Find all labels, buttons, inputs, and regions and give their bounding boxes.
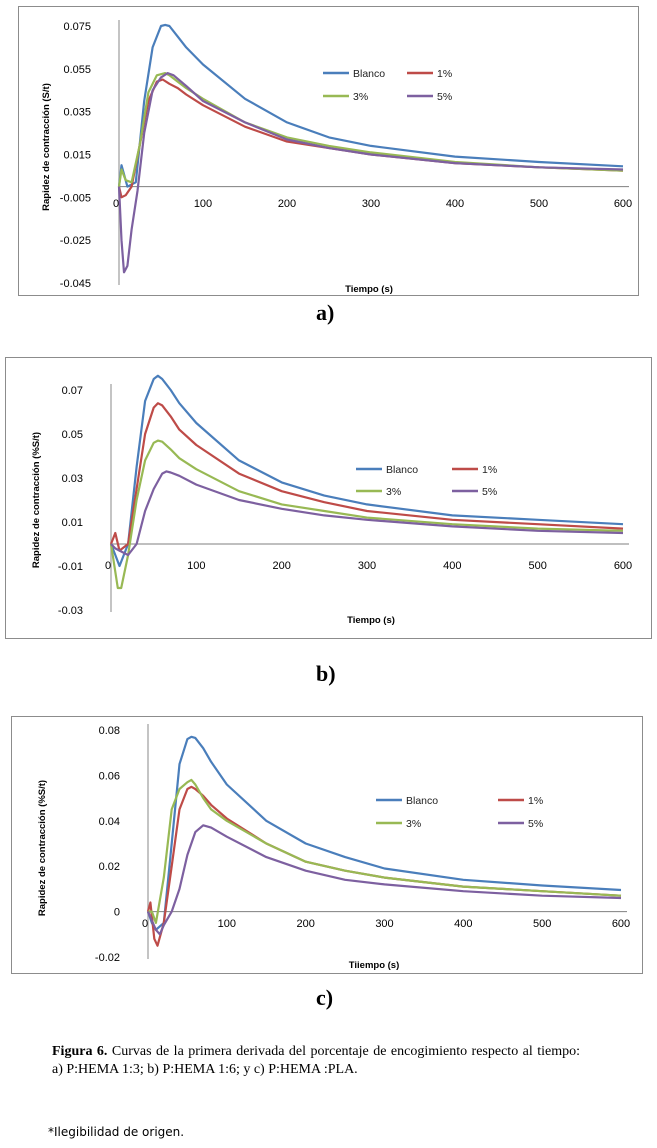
x-tick-label: 600	[612, 918, 630, 930]
legend-label: 1%	[528, 795, 543, 807]
series-line-3pct	[148, 778, 622, 924]
legend-label: Blanco	[386, 464, 418, 476]
chart-c: -0.02 0 0.02 0.04 0.06 0.08 0 100 200 300 400 500 60…	[37, 724, 630, 971]
chart-panel-c: -0.02 0 0.02 0.04 0.06 0.08 0 100 200 300 400 500 60…	[11, 716, 643, 974]
legend-label: 5%	[482, 486, 497, 498]
series-line-1pct	[109, 402, 624, 552]
caption-label: Figura 6.	[52, 1044, 108, 1059]
y-axis-title: Rapidez de contracción (%S/t)	[31, 432, 42, 568]
series-line-blanco	[117, 23, 624, 188]
x-tick-label: 100	[187, 560, 205, 572]
legend-label: 3%	[353, 91, 368, 103]
illegibility-note: *Ilegibilidad de origen.	[48, 1125, 185, 1139]
panel-label-a: a)	[316, 300, 335, 325]
legend-label: 5%	[528, 818, 543, 830]
y-tick-label: 0.075	[63, 21, 91, 33]
y-tick-label: 0.07	[62, 385, 83, 397]
legend-label: 1%	[437, 68, 452, 80]
y-tick-label: -0.045	[60, 278, 91, 290]
x-axis-title: Tiempo (s)	[347, 615, 395, 626]
y-tick-label: -0.01	[58, 561, 83, 573]
x-tick-label: 400	[446, 198, 464, 210]
y-tick-label: 0.06	[99, 770, 120, 782]
x-axis-title: Tiempo (s)	[345, 284, 393, 295]
series-line-3pct	[109, 439, 624, 590]
y-tick-label: 0.015	[63, 150, 91, 162]
series-line-5pct	[110, 470, 624, 557]
chart-b: -0.03 -0.01 0.01 0.03 0.05 0.07 0 100 200 300 400 5…	[31, 374, 632, 626]
y-axis-title: Rapidez de contracción (%S/t)	[37, 780, 48, 916]
series-line-blanco	[109, 374, 624, 568]
y-tick-label: 0	[114, 907, 120, 919]
y-tick-label: -0.005	[60, 192, 91, 204]
series-line-1pct	[117, 78, 624, 199]
x-tick-label: 0	[142, 918, 148, 930]
y-tick-label: -0.025	[60, 235, 91, 247]
legend-label: Blanco	[353, 68, 385, 80]
x-axis-title: Tiiempo (s)	[349, 960, 400, 971]
series-line-5pct	[117, 71, 624, 274]
chart-a: -0.045 -0.025 -0.005 0.015 0.035 0.055 0.075 0 1…	[41, 20, 632, 295]
panel-label-c: c)	[316, 985, 334, 1010]
legend-label: 3%	[386, 486, 401, 498]
x-tick-label: 300	[362, 198, 380, 210]
legend-label: 3%	[406, 818, 421, 830]
legend-label: Blanco	[406, 795, 438, 807]
legend-label: 5%	[437, 91, 452, 103]
y-tick-label: 0.035	[63, 107, 91, 119]
x-tick-label: 400	[443, 560, 461, 572]
y-tick-label: -0.02	[95, 952, 120, 964]
figure-caption: Figura 6. Curvas de la primera derivada …	[52, 1043, 580, 1078]
x-tick-label: 500	[528, 560, 546, 572]
y-tick-label: 0.01	[62, 517, 83, 529]
y-tick-label: 0.08	[99, 725, 120, 737]
x-tick-label: 0	[105, 560, 111, 572]
caption-text: Curvas de la primera derivada del porcen…	[52, 1044, 580, 1077]
x-tick-label: 100	[194, 198, 212, 210]
x-tick-label: 400	[454, 918, 472, 930]
y-tick-label: -0.03	[58, 605, 83, 617]
y-axis-title: Rapidez de contracción (S/t)	[41, 83, 52, 211]
x-tick-label: 500	[533, 918, 551, 930]
y-tick-label: 0.055	[63, 64, 91, 76]
x-tick-label: 100	[218, 918, 236, 930]
x-tick-label: 300	[358, 560, 376, 572]
y-tick-label: 0.02	[99, 861, 120, 873]
y-tick-label: 0.05	[62, 429, 83, 441]
series-line-3pct	[117, 71, 624, 187]
x-tick-label: 200	[296, 918, 314, 930]
y-tick-label: 0.04	[99, 816, 120, 828]
legend-label: 1%	[482, 464, 497, 476]
x-tick-label: 200	[272, 560, 290, 572]
x-tick-label: 600	[614, 198, 632, 210]
panel-label-b: b)	[316, 661, 336, 686]
x-tick-label: 300	[375, 918, 393, 930]
x-tick-label: 0	[113, 198, 119, 210]
x-tick-label: 600	[614, 560, 632, 572]
x-tick-label: 200	[278, 198, 296, 210]
x-tick-label: 500	[530, 198, 548, 210]
chart-panel-b: -0.03 -0.01 0.01 0.03 0.05 0.07 0 100 200 300 400 5…	[5, 357, 652, 639]
y-tick-label: 0.03	[62, 473, 83, 485]
chart-panel-a: -0.045 -0.025 -0.005 0.015 0.035 0.055 0.075 0 1…	[18, 6, 639, 296]
series-line-5pct	[146, 824, 622, 936]
